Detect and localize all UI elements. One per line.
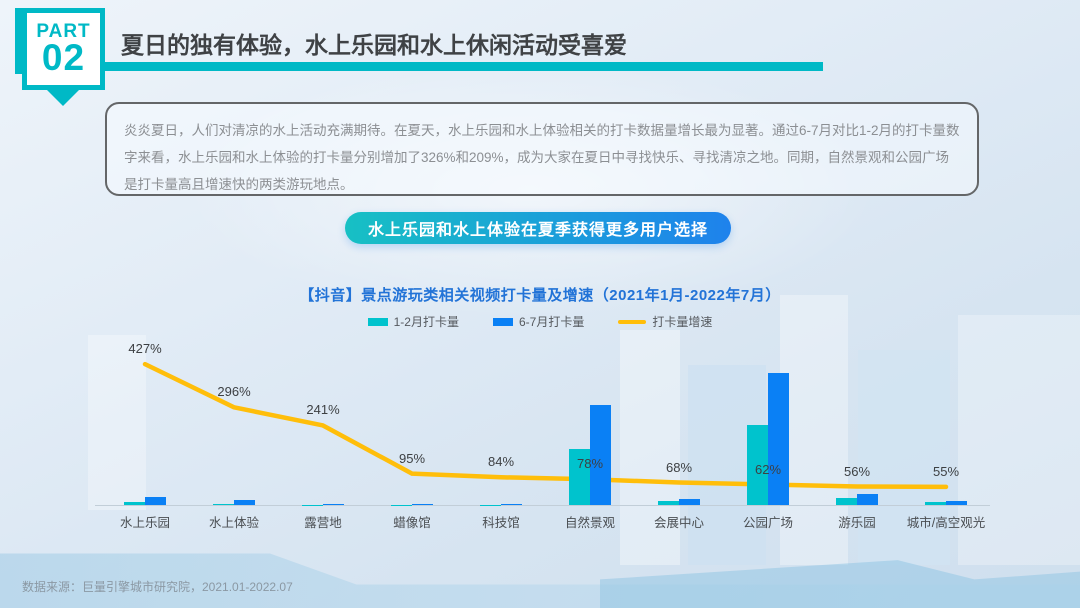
bar-jan-feb-3 [302,504,323,505]
part-badge-pointer-icon [47,90,79,106]
bar-jun-jul-8 [768,373,789,505]
category-label: 自然景观 [564,516,615,530]
category-label: 城市/高空观光 [906,516,986,530]
growth-data-label: 78% [576,456,604,472]
summary-text-box: 炎炎夏日，人们对清凉的水上活动充满期待。在夏天，水上乐园和水上体验相关的打卡数据… [105,102,979,196]
legend-label: 6-7月打卡量 [518,315,585,329]
bar-jan-feb-6 [569,449,590,505]
growth-data-label: 241% [306,402,340,418]
title-underline [105,62,823,71]
yellow-line-swatch-icon [618,319,647,324]
bar-jun-jul-2 [234,500,255,505]
growth-data-label: 296% [217,384,251,400]
blue-bar-swatch-icon [492,317,513,326]
category-label: 游乐园 [838,516,876,530]
bar-jun-jul-6 [590,405,611,505]
chart-title: 【抖音】景点游玩类相关视频打卡量及增速（2021年1月-2022年7月） [299,287,781,304]
category-label: 水上体验 [208,516,259,530]
growth-data-label: 62% [754,461,782,477]
growth-data-label: 95% [398,450,426,466]
bar-jun-jul-7 [679,499,700,505]
bar-jun-jul-5 [501,504,522,505]
bar-jun-jul-9 [857,494,878,505]
category-label: 公园广场 [742,516,793,530]
bar-jan-feb-1 [124,502,145,505]
summary-text: 炎炎夏日，人们对清凉的水上活动充满期待。在夏天，水上乐园和水上体验相关的打卡数据… [124,123,960,192]
bar-jun-jul-4 [412,504,433,505]
category-label: 水上乐园 [119,516,170,530]
legend-item-jan-feb: 1-2月打卡量 [367,313,459,330]
legend-item-jun-jul: 6-7月打卡量 [492,313,585,330]
growth-data-label: 56% [843,463,871,479]
category-label: 会展中心 [653,516,704,530]
bar-jun-jul-1 [145,497,166,505]
legend-label: 1-2月打卡量 [393,315,459,329]
category-label: 科技馆 [482,516,520,530]
highlight-pill-label: 水上乐园和水上体验在夏季获得更多用户选择 [367,222,708,239]
bar-jun-jul-10 [946,501,967,505]
bar-jan-feb-2 [213,504,234,505]
teal-bar-swatch-icon [367,317,388,326]
growth-data-label: 84% [487,454,515,470]
part-badge-number: 02 [41,37,86,78]
part-badge: PART 02 [22,8,105,90]
bar-jan-feb-10 [925,502,946,505]
bar-jan-feb-7 [658,501,679,505]
x-axis-line [95,505,990,506]
category-label: 露营地 [304,516,342,530]
bar-jan-feb-4 [391,504,412,505]
chart-legend: 1-2月打卡量 6-7月打卡量 打卡量增速 [0,313,1080,330]
bar-jan-feb-8 [747,425,768,505]
part-badge-side-bar [15,8,22,74]
legend-label: 打卡量增速 [652,315,713,329]
category-label: 蜡像馆 [393,516,431,530]
growth-data-label: 427% [128,341,162,357]
data-source-note: 数据来源：巨量引擎城市研究院，2021.01-2022.07 [22,580,293,594]
highlight-pill: 水上乐园和水上体验在夏季获得更多用户选择 [345,212,731,244]
legend-item-growth: 打卡量增速 [618,313,712,330]
part-badge-word: PART [36,21,91,42]
bar-jan-feb-5 [480,504,501,505]
growth-data-label: 68% [665,459,693,475]
bar-jan-feb-9 [836,498,857,505]
bar-jun-jul-3 [323,504,344,505]
growth-data-label: 55% [932,463,960,479]
page-title: 夏日的独有体验，水上乐园和水上休闲活动受喜爱 [121,32,627,58]
